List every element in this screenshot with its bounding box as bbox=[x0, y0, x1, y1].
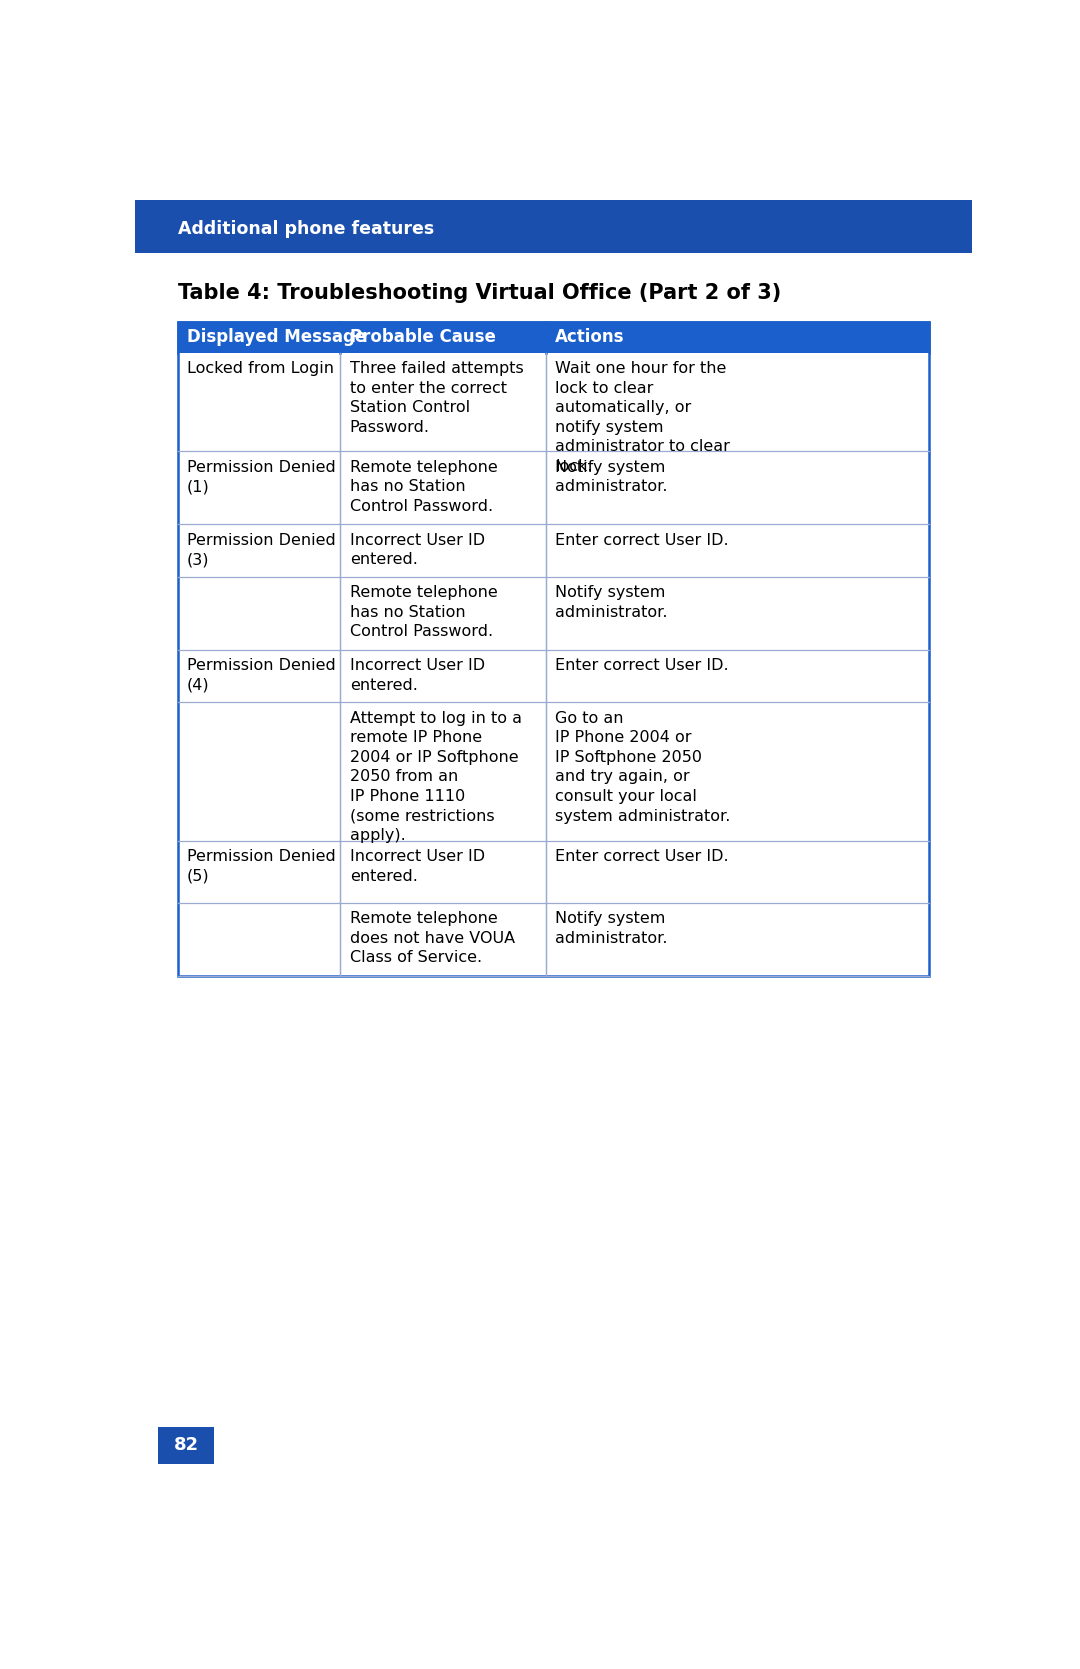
Bar bbox=[545, 703, 930, 841]
Bar bbox=[177, 524, 340, 577]
Bar bbox=[340, 841, 545, 903]
Bar bbox=[545, 841, 930, 903]
Text: Notify system
administrator.: Notify system administrator. bbox=[555, 586, 667, 619]
Bar bbox=[177, 703, 340, 841]
Text: Remote telephone
does not have VOUA
Class of Service.: Remote telephone does not have VOUA Clas… bbox=[350, 911, 515, 965]
Text: Notify system
administrator.: Notify system administrator. bbox=[555, 459, 667, 494]
Text: Attempt to log in to a
remote IP Phone
2004 or IP Softphone
2050 from an
IP Phon: Attempt to log in to a remote IP Phone 2… bbox=[350, 711, 522, 843]
Text: Actions: Actions bbox=[555, 329, 624, 347]
Bar bbox=[340, 703, 545, 841]
Bar bbox=[177, 649, 340, 703]
Bar bbox=[545, 903, 930, 976]
Bar bbox=[340, 577, 545, 649]
Bar bbox=[545, 524, 930, 577]
Text: Locked from Login: Locked from Login bbox=[187, 361, 334, 376]
Text: Permission Denied
(4): Permission Denied (4) bbox=[187, 659, 336, 693]
Text: Remote telephone
has no Station
Control Password.: Remote telephone has no Station Control … bbox=[350, 459, 498, 514]
Bar bbox=[177, 841, 340, 903]
Text: Enter correct User ID.: Enter correct User ID. bbox=[555, 659, 729, 673]
Text: Go to an
IP Phone 2004 or
IP Softphone 2050
and try again, or
consult your local: Go to an IP Phone 2004 or IP Softphone 2… bbox=[555, 711, 730, 823]
Text: Enter correct User ID.: Enter correct User ID. bbox=[555, 532, 729, 547]
Bar bbox=[340, 524, 545, 577]
Bar bbox=[177, 322, 930, 976]
Text: Wait one hour for the
lock to clear
automatically, or
notify system
administrato: Wait one hour for the lock to clear auto… bbox=[555, 361, 730, 474]
Text: Permission Denied
(3): Permission Denied (3) bbox=[187, 532, 336, 567]
Bar bbox=[545, 451, 930, 524]
Text: Probable Cause: Probable Cause bbox=[350, 329, 496, 347]
Text: Notify system
administrator.: Notify system administrator. bbox=[555, 911, 667, 946]
Bar bbox=[177, 451, 340, 524]
Bar bbox=[340, 903, 545, 976]
Text: Incorrect User ID
entered.: Incorrect User ID entered. bbox=[350, 659, 485, 693]
Bar bbox=[545, 352, 930, 451]
Text: Remote telephone
has no Station
Control Password.: Remote telephone has no Station Control … bbox=[350, 586, 498, 639]
Text: Incorrect User ID
entered.: Incorrect User ID entered. bbox=[350, 850, 485, 885]
Text: Enter correct User ID.: Enter correct User ID. bbox=[555, 850, 729, 865]
Bar bbox=[177, 322, 340, 352]
Text: Three failed attempts
to enter the correct
Station Control
Password.: Three failed attempts to enter the corre… bbox=[350, 361, 524, 436]
Bar bbox=[340, 352, 545, 451]
Text: Table 4: Troubleshooting Virtual Office (Part 2 of 3): Table 4: Troubleshooting Virtual Office … bbox=[177, 282, 781, 302]
Bar bbox=[545, 322, 930, 352]
Bar bbox=[177, 903, 340, 976]
Text: Displayed Message: Displayed Message bbox=[187, 329, 366, 347]
Text: Additional phone features: Additional phone features bbox=[177, 220, 434, 239]
Bar bbox=[340, 451, 545, 524]
Text: Permission Denied
(1): Permission Denied (1) bbox=[187, 459, 336, 494]
Text: Incorrect User ID
entered.: Incorrect User ID entered. bbox=[350, 532, 485, 567]
Bar bbox=[159, 1427, 214, 1464]
Bar bbox=[135, 200, 972, 252]
Text: 82: 82 bbox=[174, 1437, 199, 1454]
Bar bbox=[177, 352, 340, 451]
Bar bbox=[340, 322, 545, 352]
Bar bbox=[545, 649, 930, 703]
Bar bbox=[177, 322, 930, 352]
Bar bbox=[340, 649, 545, 703]
Bar bbox=[177, 577, 340, 649]
Bar bbox=[545, 577, 930, 649]
Text: Permission Denied
(5): Permission Denied (5) bbox=[187, 850, 336, 885]
